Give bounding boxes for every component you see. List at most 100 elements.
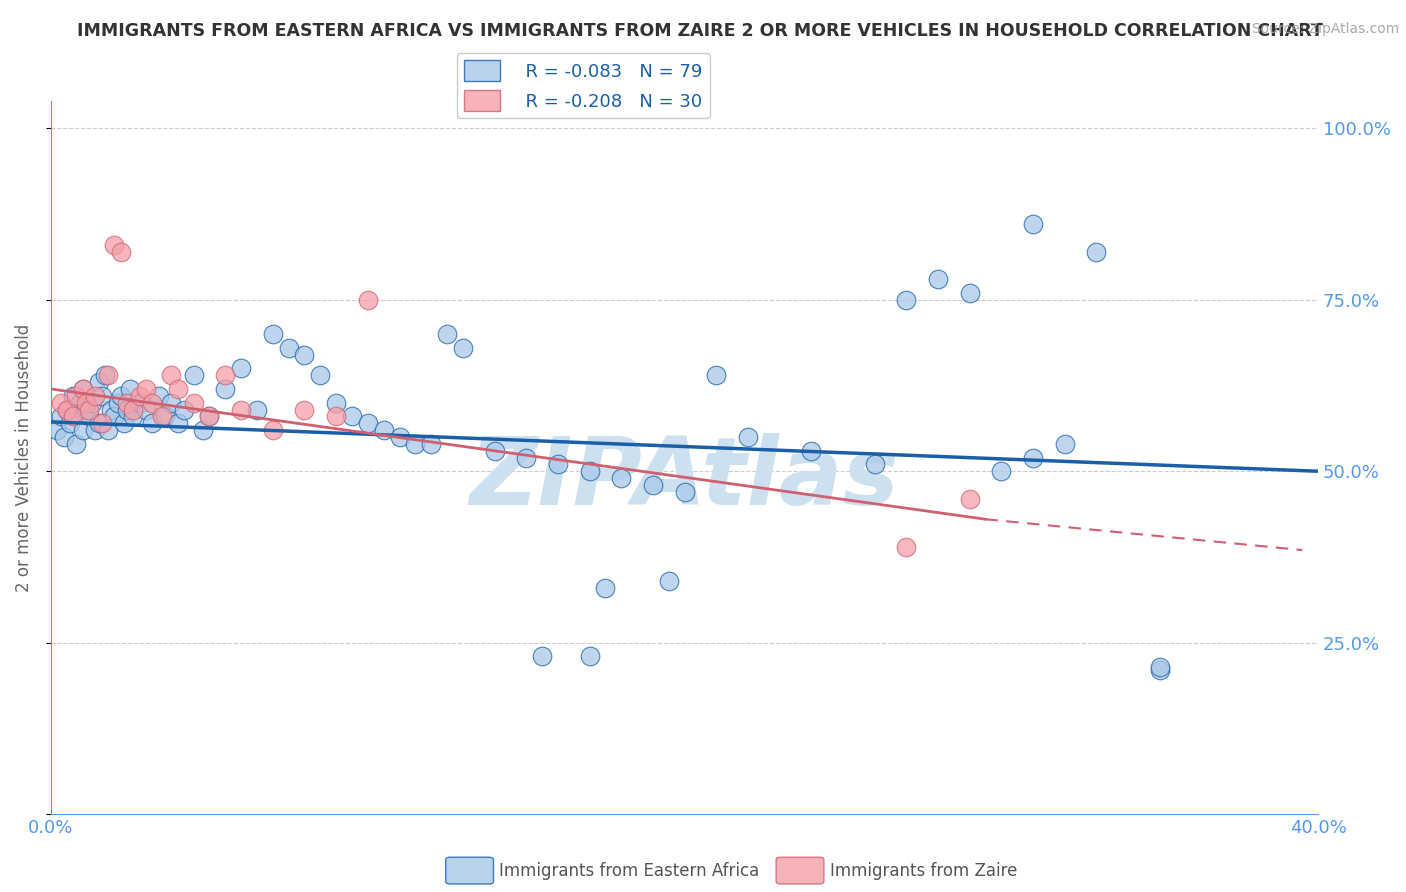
- Point: [128, 389, 150, 403]
- Point: [90, 416, 112, 430]
- Point: [150, 409, 173, 424]
- Point: [357, 416, 380, 430]
- Text: ZIPAtlas: ZIPAtlas: [470, 433, 900, 524]
- Point: [547, 458, 569, 472]
- Point: [340, 409, 363, 424]
- Point: [103, 238, 125, 252]
- Point: [1149, 663, 1171, 677]
- Point: [52, 430, 75, 444]
- Point: [69, 395, 91, 409]
- Point: [112, 416, 135, 430]
- Point: [173, 402, 195, 417]
- Point: [484, 443, 506, 458]
- Point: [87, 375, 110, 389]
- Point: [128, 395, 150, 409]
- Point: [578, 464, 600, 478]
- Point: [309, 368, 332, 383]
- Point: [959, 491, 981, 506]
- Point: [214, 368, 236, 383]
- Point: [1022, 218, 1045, 232]
- Point: [420, 437, 443, 451]
- Point: [325, 395, 347, 409]
- Point: [183, 368, 205, 383]
- Point: [404, 437, 426, 451]
- Point: [198, 409, 221, 424]
- Point: [120, 382, 142, 396]
- Point: [373, 423, 395, 437]
- Point: [896, 540, 918, 554]
- Point: [82, 395, 104, 409]
- Point: [77, 409, 100, 424]
- Point: [658, 574, 681, 588]
- Point: [72, 423, 94, 437]
- Text: Immigrants from Eastern Africa: Immigrants from Eastern Africa: [499, 862, 759, 880]
- Point: [110, 389, 132, 403]
- Point: [800, 443, 823, 458]
- Point: [62, 389, 84, 403]
- Point: [166, 416, 188, 430]
- Point: [1053, 437, 1076, 451]
- Point: [90, 389, 112, 403]
- Point: [277, 341, 299, 355]
- Point: [148, 389, 170, 403]
- Point: [100, 402, 122, 417]
- Point: [1022, 450, 1045, 465]
- Point: [107, 395, 129, 409]
- Point: [160, 395, 183, 409]
- Point: [135, 382, 157, 396]
- Point: [56, 402, 79, 417]
- Text: Immigrants from Zaire: Immigrants from Zaire: [830, 862, 1017, 880]
- Point: [229, 402, 252, 417]
- Point: [103, 409, 125, 424]
- Point: [927, 272, 949, 286]
- Point: [183, 395, 205, 409]
- Point: [75, 395, 97, 409]
- Point: [141, 395, 163, 409]
- Point: [325, 409, 347, 424]
- Point: [262, 327, 284, 342]
- Point: [135, 402, 157, 417]
- Point: [531, 649, 554, 664]
- Point: [198, 409, 221, 424]
- Point: [65, 437, 87, 451]
- Point: [641, 478, 664, 492]
- Point: [578, 649, 600, 664]
- Text: IMMIGRANTS FROM EASTERN AFRICA VS IMMIGRANTS FROM ZAIRE 2 OR MORE VEHICLES IN HO: IMMIGRANTS FROM EASTERN AFRICA VS IMMIGR…: [77, 22, 1323, 40]
- Point: [110, 244, 132, 259]
- Point: [262, 423, 284, 437]
- Point: [115, 402, 138, 417]
- Point: [160, 368, 183, 383]
- Point: [62, 409, 84, 424]
- Point: [59, 416, 82, 430]
- Legend:   R = -0.083   N = 79,   R = -0.208   N = 30: R = -0.083 N = 79, R = -0.208 N = 30: [457, 53, 710, 119]
- Point: [294, 402, 316, 417]
- Point: [56, 402, 79, 417]
- Point: [959, 285, 981, 300]
- Point: [357, 293, 380, 307]
- Point: [65, 389, 87, 403]
- Point: [896, 293, 918, 307]
- Point: [97, 368, 120, 383]
- Point: [436, 327, 458, 342]
- Point: [294, 348, 316, 362]
- Point: [737, 430, 759, 444]
- Point: [72, 382, 94, 396]
- Point: [515, 450, 537, 465]
- Point: [84, 389, 107, 403]
- Point: [97, 423, 120, 437]
- Point: [229, 361, 252, 376]
- Point: [1085, 244, 1108, 259]
- Y-axis label: 2 or more Vehicles in Household: 2 or more Vehicles in Household: [15, 324, 32, 591]
- Point: [863, 458, 886, 472]
- Point: [214, 382, 236, 396]
- Point: [49, 395, 72, 409]
- Point: [166, 382, 188, 396]
- Point: [388, 430, 411, 444]
- Point: [191, 423, 214, 437]
- Point: [115, 395, 138, 409]
- Point: [49, 409, 72, 424]
- Point: [153, 409, 176, 424]
- Point: [77, 402, 100, 417]
- Point: [673, 484, 696, 499]
- Point: [595, 581, 617, 595]
